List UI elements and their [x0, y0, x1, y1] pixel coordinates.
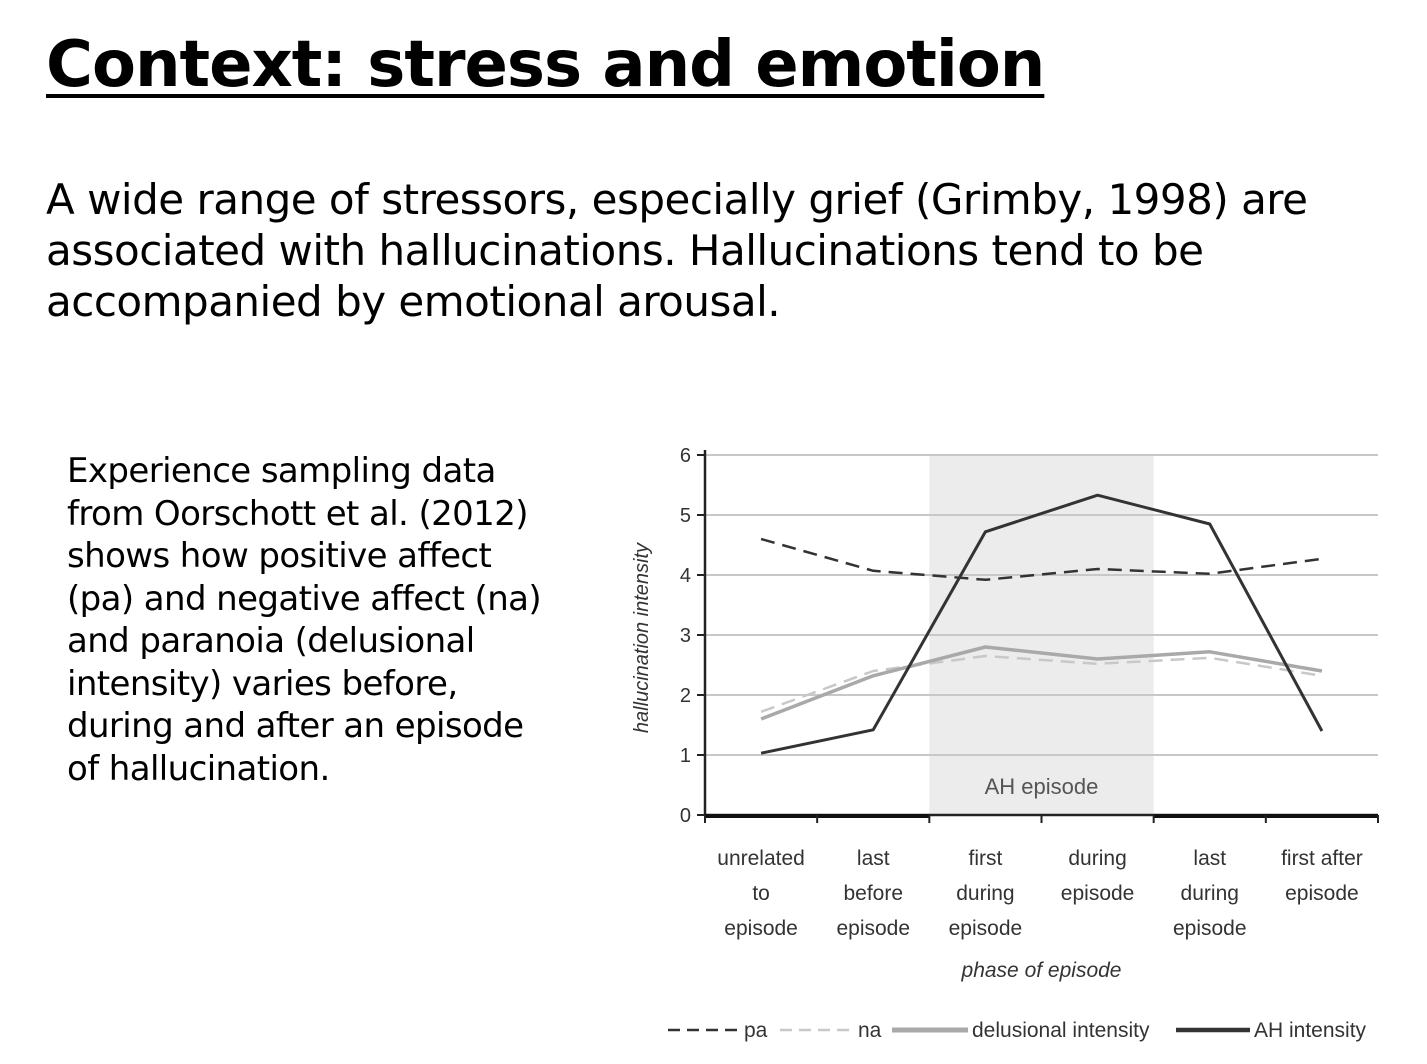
caption-line: during and after an episode — [67, 706, 524, 746]
x-tick-label: episode — [949, 917, 1023, 940]
x-tick-label: before — [843, 882, 903, 905]
x-tick-label: episode — [1061, 882, 1135, 905]
caption-line: (pa) and negative affect (na) — [67, 578, 542, 619]
caption-line: shows how positive affect — [67, 536, 492, 576]
intro-text: A wide range of stressors, especially gr… — [46, 174, 1376, 327]
intro-line: accompanied by emotional arousal. — [46, 277, 781, 326]
x-tick-label: first after — [1281, 847, 1363, 870]
legend-label: pa — [744, 1019, 768, 1042]
x-tick-label: unrelated — [717, 847, 805, 870]
y-tick-label: 4 — [680, 565, 691, 587]
x-tick-label: last — [857, 847, 890, 870]
caption-line: intensity) varies before, — [67, 663, 458, 704]
legend-label: delusional intensity — [972, 1019, 1150, 1042]
caption-line: of hallucination. — [67, 748, 330, 789]
slide-title: Context: stress and emotion — [46, 28, 1045, 102]
y-tick-label: 1 — [680, 745, 691, 767]
y-tick-label: 6 — [680, 445, 691, 467]
x-tick-label: episode — [1173, 917, 1247, 940]
x-axis-label: phase of episode — [961, 959, 1122, 982]
x-tick-label: last — [1193, 847, 1226, 870]
legend-label: AH intensity — [1254, 1019, 1367, 1042]
legend-label: na — [858, 1019, 882, 1042]
x-tick-label: to — [752, 882, 770, 905]
caption-line: and paranoia (delusional — [67, 621, 475, 661]
y-tick-label: 2 — [680, 685, 691, 707]
chart-caption: Experience sampling data from Oorschott … — [67, 450, 567, 790]
shaded-region-label: AH episode — [985, 774, 1099, 799]
y-tick-label: 3 — [680, 625, 691, 647]
series-line-delusional-intensity — [760, 645, 1323, 721]
series-line-ah-intensity — [760, 493, 1324, 755]
intro-line: associated with hallucinations. Hallucin… — [46, 226, 1204, 275]
x-tick-label: episode — [724, 917, 798, 940]
x-tick-label: during — [1068, 847, 1126, 870]
series-line-pa — [760, 537, 1323, 582]
y-tick-label: 0 — [680, 805, 691, 827]
x-tick-label: episode — [1285, 882, 1359, 905]
caption-line: Experience sampling data — [67, 451, 496, 491]
y-axis-label: hallucination intensity — [631, 542, 653, 733]
x-tick-label: episode — [836, 917, 910, 940]
caption-line: from Oorschott et al. (2012) — [67, 493, 529, 534]
x-tick-label: during — [1181, 882, 1239, 905]
y-tick-label: 5 — [680, 505, 691, 527]
line-chart: 0 1 2 3 4 5 6 AH episode unrelated to episode last b… — [631, 445, 1379, 1042]
x-tick-label: during — [956, 882, 1014, 905]
series-line-na — [760, 654, 1323, 713]
x-tick-label: first — [969, 847, 1003, 870]
intro-line: A wide range of stressors, especially gr… — [46, 175, 1308, 224]
